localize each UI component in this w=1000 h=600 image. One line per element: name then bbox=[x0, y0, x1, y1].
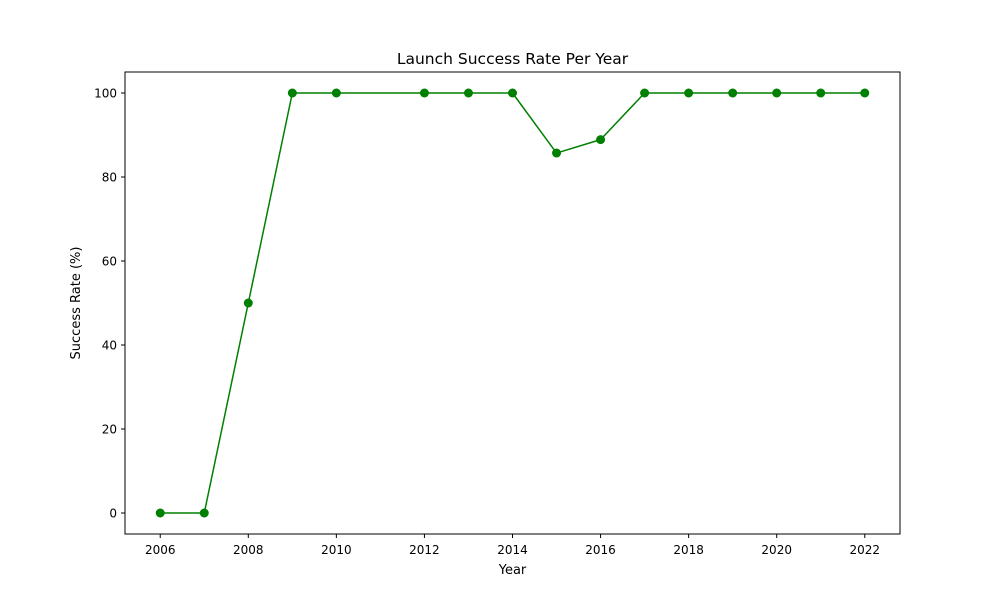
y-tick-label: 80 bbox=[102, 171, 117, 185]
y-tick-label: 100 bbox=[94, 87, 117, 101]
data-point bbox=[596, 135, 606, 145]
data-point bbox=[199, 508, 209, 518]
x-tick-label: 2006 bbox=[145, 543, 176, 557]
x-tick-label: 2018 bbox=[673, 543, 704, 557]
axes: 2006 2008 2010 2012 2014 2016 2018 2020 2022 0 20 4… bbox=[94, 71, 901, 557]
data-point bbox=[640, 88, 650, 98]
y-tick-label: 20 bbox=[102, 423, 117, 437]
x-tick-label: 2012 bbox=[409, 543, 440, 557]
data-point bbox=[552, 148, 562, 158]
y-tick-label: 0 bbox=[109, 507, 117, 521]
x-axis-label: Year bbox=[498, 563, 527, 578]
chart-title: Launch Success Rate Per Year bbox=[397, 50, 629, 68]
data-point bbox=[419, 88, 429, 98]
data-point bbox=[463, 88, 473, 98]
data-point bbox=[243, 298, 253, 308]
x-tick-label: 2008 bbox=[233, 543, 264, 557]
data-point bbox=[816, 88, 826, 98]
series-line bbox=[160, 92, 865, 514]
x-tick-label: 2014 bbox=[497, 543, 528, 557]
x-tick-label: 2016 bbox=[585, 543, 616, 557]
data-point bbox=[155, 508, 165, 518]
y-tick-label: 60 bbox=[102, 255, 117, 269]
x-tick-label: 2010 bbox=[321, 543, 352, 557]
data-point bbox=[287, 88, 297, 98]
y-axis-label: Success Rate (%) bbox=[69, 247, 84, 360]
y-tick-label: 40 bbox=[102, 339, 117, 353]
data-point bbox=[508, 88, 517, 98]
data-point bbox=[860, 88, 870, 98]
data-point bbox=[772, 88, 782, 98]
data-point bbox=[684, 88, 694, 98]
data-point bbox=[728, 88, 738, 98]
plot-area bbox=[155, 88, 870, 518]
data-point bbox=[331, 88, 341, 98]
x-tick-label: 2022 bbox=[849, 543, 880, 557]
x-tick-label: 2020 bbox=[761, 543, 792, 557]
